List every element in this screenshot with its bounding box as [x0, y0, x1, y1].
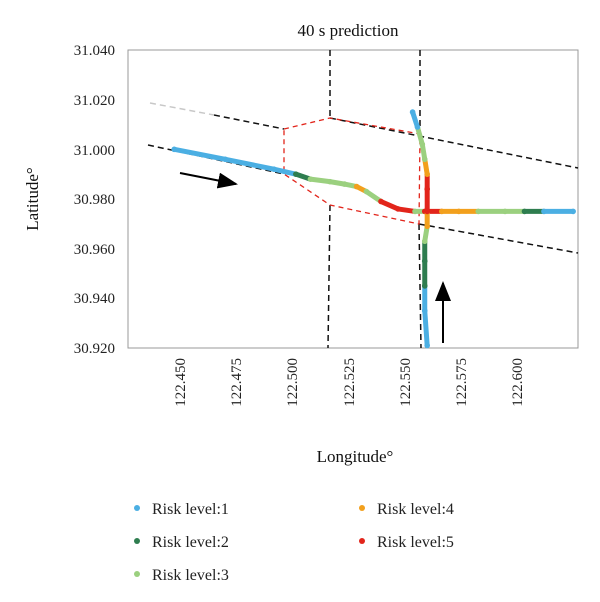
trajectory-point [421, 307, 428, 314]
legend-item: Risk level:5 [359, 534, 454, 551]
x-tick-label: 122.500 [285, 358, 301, 407]
lane-boundary [327, 204, 331, 349]
x-tick-label: 122.600 [510, 358, 526, 407]
trajectory-point [424, 223, 430, 230]
legend-label: Risk level:3 [152, 567, 229, 584]
lane-boundary [213, 114, 285, 130]
legend-marker [134, 571, 140, 577]
trajectory-segment [363, 189, 384, 204]
trajectory-point [438, 208, 445, 215]
trajectory-eastbound [171, 146, 576, 215]
trajectory-point [409, 109, 416, 115]
y-axis-title: Latitude° [23, 167, 42, 230]
trajectory-point [412, 208, 418, 215]
y-tick-label: 30.960 [74, 242, 115, 258]
trajectory-point [456, 208, 462, 215]
y-tick-label: 30.980 [74, 192, 115, 208]
trajectory-segment [222, 156, 277, 172]
trajectory-point [521, 208, 528, 215]
trajectory-northbound [409, 109, 430, 349]
trajectory-point [171, 146, 178, 153]
trajectory-point [327, 178, 333, 185]
lane-boundaries [147, 50, 579, 349]
lane-boundary [418, 223, 422, 349]
trajectory-segment [378, 198, 401, 212]
legend-marker [134, 505, 140, 511]
trajectory-point [502, 208, 508, 215]
x-tick-label: 122.525 [342, 358, 358, 407]
trajectory-point [363, 188, 370, 195]
faded-lane-boundary [149, 102, 215, 116]
legend-marker [359, 538, 365, 544]
trajectory-point [419, 141, 426, 148]
y-tick-label: 31.000 [74, 143, 115, 159]
trajectory-point [424, 186, 430, 192]
legend-item: Risk level:1 [134, 501, 229, 518]
trajectory-segment [171, 146, 228, 162]
y-tick-labels: 31.040 31.020 31.000 30.980 30.960 30.94… [74, 43, 115, 357]
trajectory-layer [171, 109, 576, 349]
trajectory-point [421, 238, 428, 245]
trajectory-segment [271, 166, 299, 177]
legend: Risk level:1 Risk level:2 Risk level:3 R… [134, 501, 454, 584]
y-tick-label: 30.920 [74, 341, 115, 357]
trajectory-point [421, 156, 428, 163]
x-axis-title: Longitude° [317, 447, 394, 466]
trajectory-segment [395, 206, 418, 214]
y-tick-label: 31.040 [74, 43, 115, 59]
trajectory-point [395, 206, 401, 212]
trajectory-point [475, 208, 482, 215]
legend-label: Risk level:4 [377, 501, 454, 518]
lane-boundary [418, 223, 579, 254]
trajectory-point [271, 166, 277, 172]
trajectory-segment [307, 176, 333, 185]
eastbound-direction-arrow [179, 172, 238, 189]
legend-marker [359, 505, 365, 511]
trajectory-point [293, 171, 299, 177]
trajectory-point [541, 208, 547, 215]
trajectory-point [341, 181, 348, 187]
trajectory-point [414, 124, 421, 130]
trajectory-point [570, 208, 576, 215]
trajectory-point [424, 342, 430, 349]
legend-label: Risk level:1 [152, 501, 229, 518]
trajectory-point [353, 183, 360, 190]
x-tick-label: 122.450 [173, 358, 189, 407]
x-tick-labels: 122.450 122.475 122.500 122.525 122.550 … [173, 358, 526, 407]
x-tick-label: 122.550 [398, 358, 414, 407]
plot-frame [127, 49, 579, 349]
trajectory-point [378, 198, 384, 205]
trajectory-point [424, 208, 430, 215]
legend-item: Risk level:4 [359, 501, 454, 518]
chart-title: 40 s prediction [297, 21, 399, 40]
trajectory-point [424, 171, 430, 177]
trajectory-segment [414, 124, 425, 147]
trajectory-segment [422, 308, 430, 349]
legend-item: Risk level:3 [134, 567, 229, 584]
x-tick-label: 122.575 [454, 358, 470, 407]
trajectory-point [421, 283, 428, 289]
legend-marker [134, 538, 140, 544]
intersection-zone [283, 117, 421, 225]
legend-label: Risk level:5 [377, 534, 454, 551]
y-tick-label: 31.020 [74, 93, 115, 109]
trajectory-point [222, 156, 229, 163]
trajectory-point [307, 176, 314, 182]
legend-item: Risk level:2 [134, 534, 229, 551]
legend-label: Risk level:2 [152, 534, 229, 551]
trajectory-point [421, 258, 428, 264]
y-tick-label: 30.940 [74, 291, 115, 307]
lane-boundary [329, 117, 579, 169]
x-tick-label: 122.475 [229, 358, 245, 407]
